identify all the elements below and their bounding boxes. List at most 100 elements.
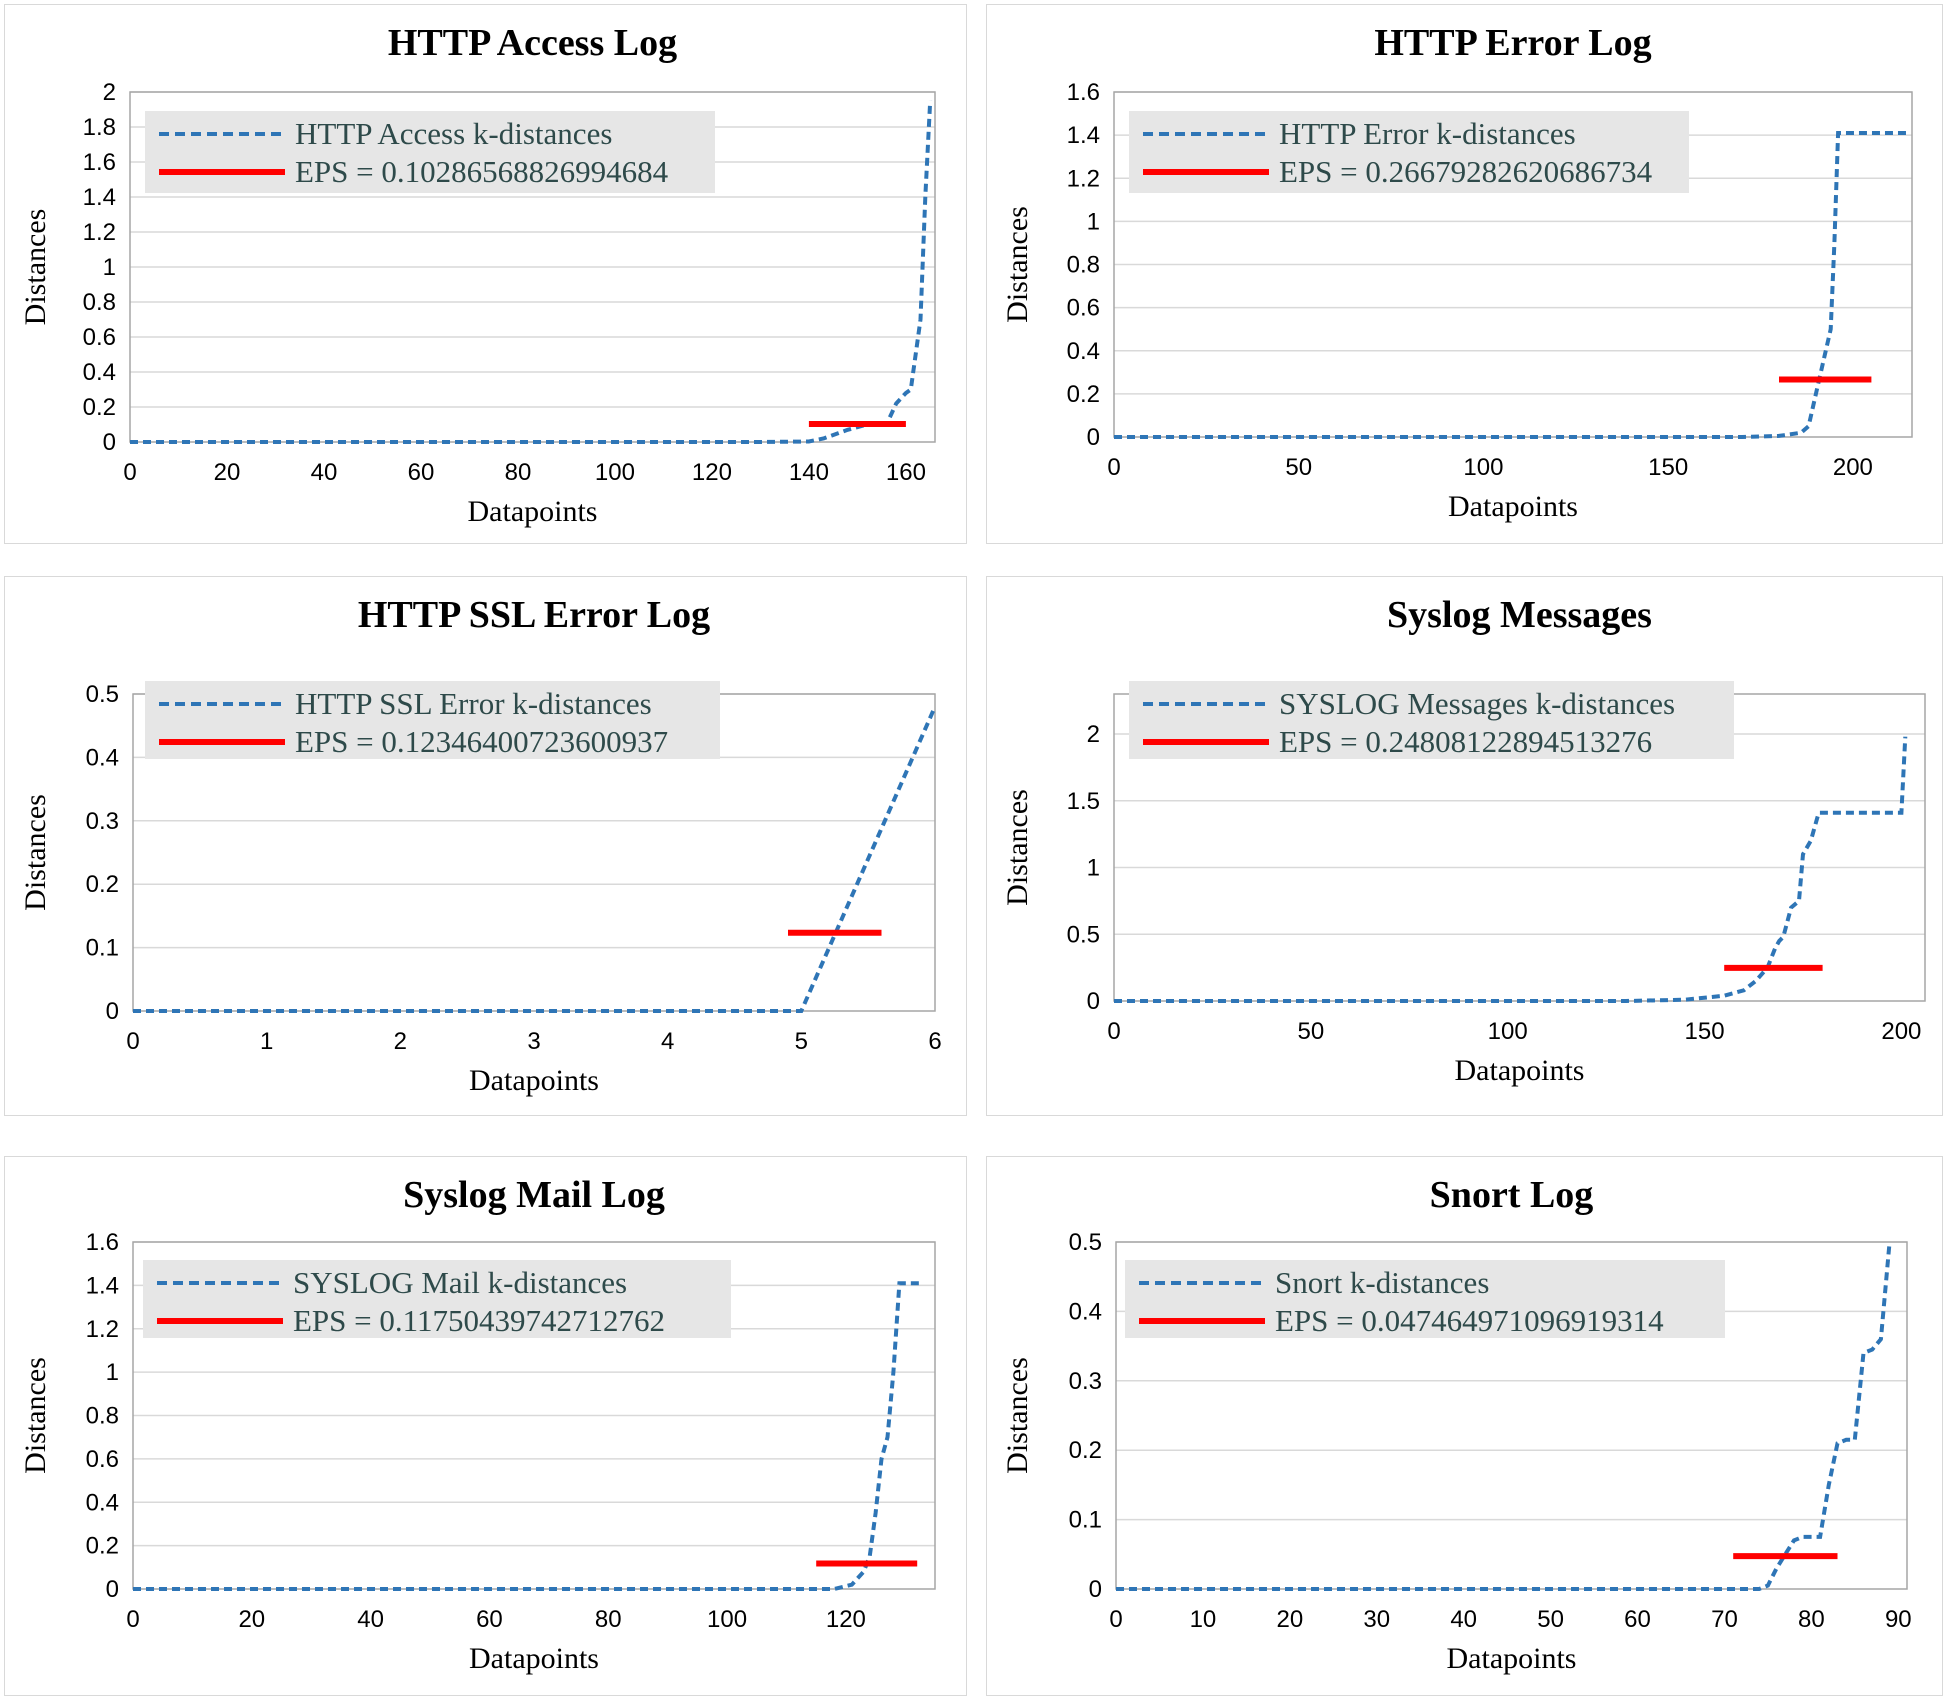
x-tick-label: 40 bbox=[1450, 1606, 1477, 1633]
legend-box bbox=[143, 1260, 731, 1338]
x-tick-label: 50 bbox=[1297, 1018, 1324, 1045]
y-tick-label: 0 bbox=[1087, 424, 1100, 451]
y-tick-label: 0.5 bbox=[86, 681, 119, 708]
k-distance-line bbox=[1114, 131, 1909, 439]
y-tick-label: 1.6 bbox=[1067, 79, 1100, 106]
y-tick-label: 1 bbox=[106, 1359, 119, 1386]
y-tick-label: 0.4 bbox=[86, 744, 119, 771]
legend-box bbox=[145, 111, 715, 193]
legend-box bbox=[1125, 1260, 1725, 1338]
y-tick-label: 1.4 bbox=[1067, 122, 1100, 149]
y-tick-label: 0 bbox=[103, 429, 116, 456]
y-axis-label: Distances bbox=[19, 209, 52, 326]
x-axis-label: Datapoints bbox=[469, 1064, 599, 1097]
x-tick-label: 150 bbox=[1648, 454, 1688, 481]
y-tick-label: 1.8 bbox=[83, 114, 116, 141]
x-tick-label: 60 bbox=[408, 459, 435, 486]
y-tick-label: 1.4 bbox=[86, 1272, 119, 1299]
y-tick-label: 0 bbox=[106, 1576, 119, 1603]
chart-title: Syslog Messages bbox=[1387, 594, 1652, 636]
x-axis-label: Datapoints bbox=[1448, 490, 1578, 523]
x-tick-label: 60 bbox=[1624, 1606, 1651, 1633]
y-tick-label: 0.1 bbox=[86, 935, 119, 962]
chart-panel: Syslog Mail Log 0 0.2 0.4 0.6 0.8 1 1.2 1.4 1.6 0 2… bbox=[4, 1156, 967, 1696]
x-tick-label: 120 bbox=[692, 459, 732, 486]
x-tick-label: 60 bbox=[476, 1606, 503, 1633]
x-tick-label: 140 bbox=[789, 459, 829, 486]
x-tick-label: 80 bbox=[595, 1606, 622, 1633]
x-tick-label: 80 bbox=[1798, 1606, 1825, 1633]
y-tick-label: 0.6 bbox=[86, 1446, 119, 1473]
y-tick-label: 0 bbox=[1087, 988, 1100, 1015]
legend-label: HTTP Access k-distances bbox=[295, 116, 612, 151]
x-tick-label: 30 bbox=[1363, 1606, 1390, 1633]
y-tick-label: 0.4 bbox=[83, 359, 116, 386]
x-axis-label: Datapoints bbox=[469, 1642, 599, 1675]
x-tick-label: 20 bbox=[214, 459, 241, 486]
y-axis-label: Distances bbox=[1001, 206, 1034, 323]
y-tick-label: 0.6 bbox=[83, 324, 116, 351]
y-tick-label: 0.8 bbox=[83, 289, 116, 316]
x-tick-label: 0 bbox=[1107, 1018, 1120, 1045]
x-tick-label: 3 bbox=[527, 1028, 540, 1055]
x-tick-label: 160 bbox=[886, 459, 926, 486]
plot-area bbox=[129, 91, 936, 443]
y-tick-label: 0.2 bbox=[1069, 1437, 1102, 1464]
x-tick-label: 0 bbox=[123, 459, 136, 486]
legend-box bbox=[1129, 111, 1689, 193]
y-tick-label: 1.2 bbox=[1067, 165, 1100, 192]
legend-label: SYSLOG Messages k-distances bbox=[1279, 686, 1675, 721]
y-axis-label: Distances bbox=[19, 794, 52, 911]
plot-area bbox=[1113, 91, 1913, 438]
x-tick-label: 0 bbox=[1109, 1606, 1122, 1633]
x-tick-label: 4 bbox=[661, 1028, 674, 1055]
y-tick-label: 0.3 bbox=[86, 808, 119, 835]
x-tick-label: 200 bbox=[1833, 454, 1873, 481]
x-tick-label: 20 bbox=[1276, 1606, 1303, 1633]
plot-area bbox=[132, 1241, 936, 1590]
x-tick-label: 0 bbox=[126, 1028, 139, 1055]
y-tick-label: 0.2 bbox=[86, 1533, 119, 1560]
x-tick-label: 150 bbox=[1685, 1018, 1725, 1045]
chart-title: HTTP Access Log bbox=[388, 22, 677, 64]
x-tick-label: 1 bbox=[260, 1028, 273, 1055]
chart-title: Syslog Mail Log bbox=[403, 1174, 665, 1216]
legend-label: EPS = 0.24808122894513276 bbox=[1279, 724, 1652, 759]
legend-label: EPS = 0.047464971096919314 bbox=[1275, 1303, 1664, 1338]
y-tick-label: 0.5 bbox=[1069, 1229, 1102, 1256]
x-tick-label: 120 bbox=[826, 1606, 866, 1633]
x-tick-label: 40 bbox=[357, 1606, 384, 1633]
y-tick-label: 0.8 bbox=[1067, 252, 1100, 279]
legend-box bbox=[145, 681, 720, 759]
x-tick-label: 5 bbox=[795, 1028, 808, 1055]
legend-label: SYSLOG Mail k-distances bbox=[293, 1265, 627, 1300]
x-tick-label: 100 bbox=[1463, 454, 1503, 481]
chart-title: HTTP SSL Error Log bbox=[358, 594, 710, 636]
legend-box bbox=[1129, 681, 1734, 759]
y-tick-label: 1.6 bbox=[83, 149, 116, 176]
y-tick-label: 0.4 bbox=[1069, 1298, 1102, 1325]
chart-svg: Syslog Mail Log 0 0.2 0.4 0.6 0.8 1 1.2 1.4 1.6 0 2… bbox=[19, 1174, 936, 1675]
legend-label: EPS = 0.26679282620686734 bbox=[1279, 154, 1653, 189]
y-tick-label: 0.6 bbox=[1067, 295, 1100, 322]
k-distance-line bbox=[133, 705, 937, 1013]
y-tick-label: 0 bbox=[106, 998, 119, 1025]
k-distance-line bbox=[1114, 736, 1908, 1003]
x-tick-label: 90 bbox=[1885, 1606, 1912, 1633]
legend-label: HTTP SSL Error k-distances bbox=[295, 686, 652, 721]
k-distance-line bbox=[133, 1281, 924, 1591]
y-tick-label: 0.5 bbox=[1067, 921, 1100, 948]
x-tick-label: 70 bbox=[1711, 1606, 1738, 1633]
x-tick-label: 100 bbox=[1488, 1018, 1528, 1045]
k-distance-line bbox=[1116, 1241, 1892, 1591]
y-tick-label: 0.2 bbox=[1067, 381, 1100, 408]
chart-panel: HTTP Access Log 0 0.2 0.4 0.6 0.8 1 1.2 1.4 1.6 1.… bbox=[4, 4, 967, 544]
y-axis-label: Distances bbox=[1001, 1357, 1034, 1474]
chart-panel: Snort Log 0 0.1 0.2 0.3 0.4 0.5 0 10 20 30 40 50 60 70… bbox=[986, 1156, 1943, 1696]
x-tick-label: 2 bbox=[394, 1028, 407, 1055]
x-tick-label: 50 bbox=[1537, 1606, 1564, 1633]
x-axis-label: Datapoints bbox=[1455, 1054, 1585, 1087]
x-tick-label: 10 bbox=[1190, 1606, 1217, 1633]
y-tick-label: 2 bbox=[1087, 721, 1100, 748]
